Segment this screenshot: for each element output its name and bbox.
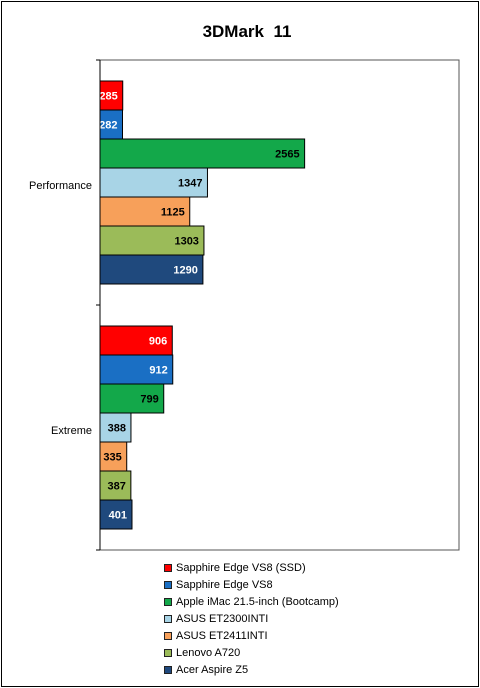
- legend-item: Acer Aspire Z5: [164, 661, 369, 678]
- axis-ticks: [96, 59, 100, 551]
- bar-value-label: 906: [149, 336, 167, 348]
- legend-label: Acer Aspire Z5: [176, 663, 249, 676]
- legend-swatch: [164, 648, 172, 657]
- legend: Sapphire Edge VS8 (SSD) Sapphire Edge VS…: [164, 559, 369, 678]
- legend-item: Sapphire Edge VS8: [164, 576, 369, 593]
- bar-value-label: 388: [108, 423, 126, 435]
- bar-value-label: 912: [149, 365, 167, 377]
- bar: [99, 138, 306, 169]
- legend-swatch: [164, 665, 172, 674]
- bar: [99, 412, 132, 443]
- bar-value-label: 799: [140, 394, 158, 406]
- legend-label: ASUS ET2411INTI: [176, 629, 268, 642]
- category-label-extreme: Extreme: [51, 425, 92, 437]
- legend-label: Sapphire Edge VS8 (SSD): [176, 561, 306, 574]
- bar-value-label: 1303: [174, 236, 198, 248]
- bar-value-label: 282: [99, 120, 117, 132]
- bar: [99, 325, 173, 356]
- bar-value-label: 1347: [178, 178, 202, 190]
- bar-value-label: 1125: [161, 207, 185, 219]
- legend-swatch: [164, 631, 172, 640]
- category-label-performance: Performance: [29, 180, 92, 192]
- legend-swatch: [164, 580, 172, 589]
- legend-label: Lenovo A720: [176, 646, 241, 659]
- legend-item: Lenovo A720: [164, 644, 369, 661]
- bar: [99, 354, 174, 385]
- bar: [99, 254, 204, 285]
- legend-swatch: [164, 563, 172, 572]
- bar: [99, 499, 133, 530]
- legend-item: ASUS ET2411INTI: [164, 627, 369, 644]
- bar-value-label: 401: [109, 510, 127, 522]
- legend-label: Apple iMac 21.5-inch (Bootcamp): [176, 595, 339, 608]
- chart-title: 3DMark 11: [203, 22, 292, 41]
- bar-value-label: 285: [99, 91, 117, 103]
- legend-swatch: [164, 614, 172, 623]
- bar-value-label: 1290: [173, 265, 197, 277]
- legend-item: Sapphire Edge VS8 (SSD): [164, 559, 369, 576]
- legend-swatch: [164, 597, 172, 606]
- bar-value-label: 2565: [275, 149, 299, 161]
- plot-area: [99, 59, 460, 551]
- bar-value-label: 335: [103, 452, 121, 464]
- bar-value-label: 387: [108, 481, 126, 493]
- legend-label: ASUS ET2300INTI: [176, 612, 269, 625]
- legend-item: ASUS ET2300INTI: [164, 610, 369, 627]
- bar: [99, 383, 165, 414]
- legend-label: Sapphire Edge VS8: [176, 578, 273, 591]
- legend-item: Apple iMac 21.5-inch (Bootcamp): [164, 593, 369, 610]
- bar: [99, 470, 132, 501]
- bars-layer: 285 282 2565 1347 1125 1303 1290 906 912 799 388 33…: [99, 80, 306, 530]
